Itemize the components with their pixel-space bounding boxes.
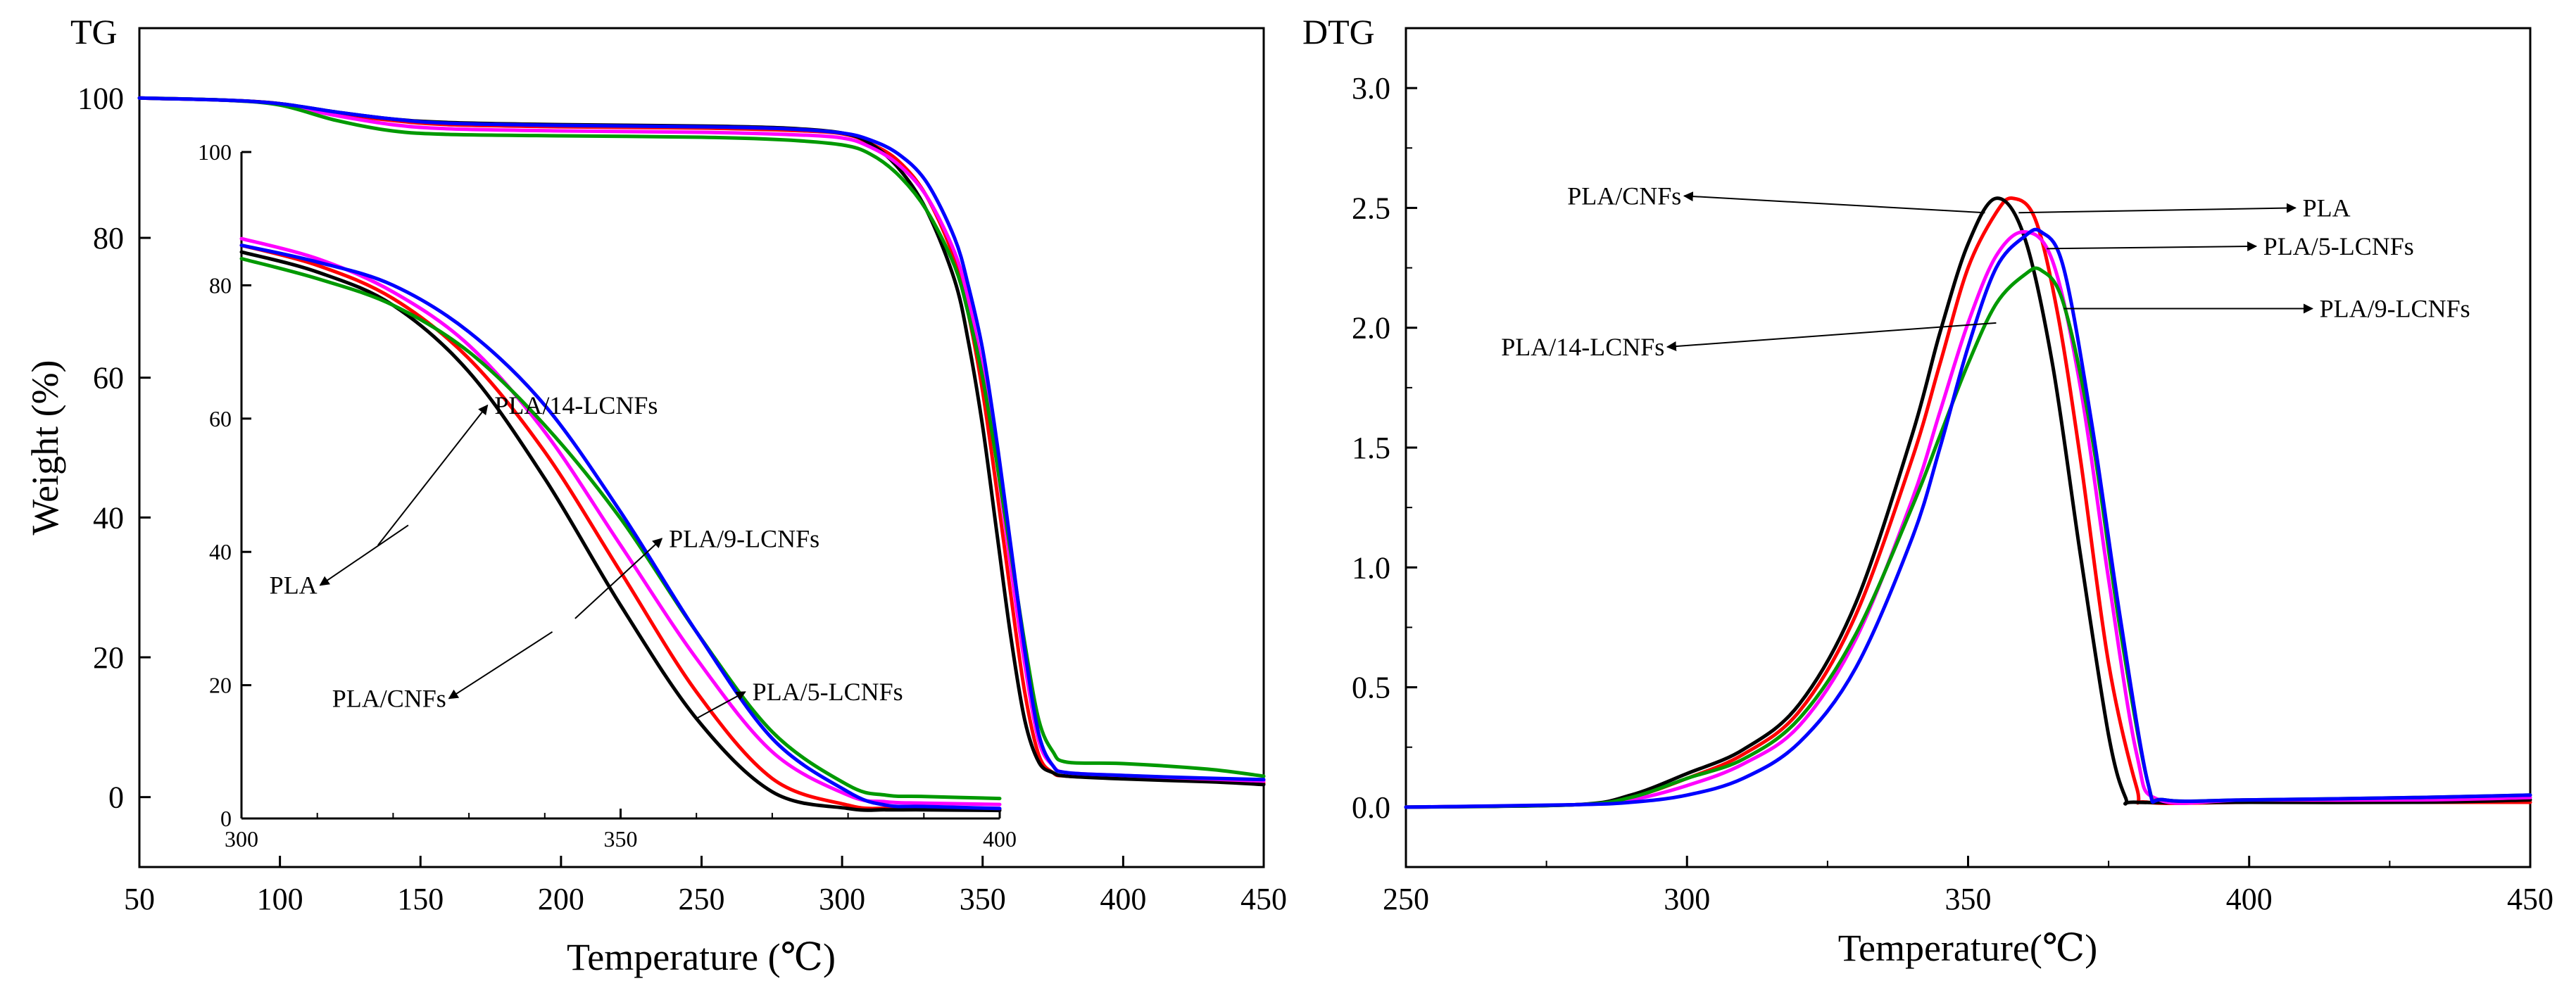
dtg-series-group (1404, 196, 2532, 809)
tg-x-tick-label: 250 (679, 882, 725, 916)
tg-x-tick-label: 50 (124, 882, 155, 916)
dtg-panel-label: DTG (1302, 12, 1375, 51)
tg-series-group (137, 96, 1266, 787)
tg-y-tick-label: 20 (93, 640, 124, 675)
tg-inset-line-pla-14-lcnfs (239, 243, 1002, 811)
dtg-x-tick-label: 450 (2507, 882, 2553, 916)
tg-inset-line-pla (239, 243, 1002, 811)
tg-inset-y-tick-label: 0 (220, 806, 232, 831)
tg-inset-y-tick-label: 100 (198, 139, 232, 165)
tg-inset-annotation-arrow-pla-5-lcnfs (696, 691, 746, 719)
tg-inset-line-pla-cnfs (239, 250, 1002, 813)
tg-y-tick-label: 60 (93, 361, 124, 396)
dtg-annotation-pla-5-lcnfs: PLA/5-LCNFs (2263, 232, 2414, 260)
tg-y-axis-title: Weight (%) (24, 360, 66, 535)
tg-x-tick-label: 400 (1100, 882, 1146, 916)
tg-inset-x-tick-label: 400 (983, 826, 1017, 852)
tg-inset-annotation-pla-14-lcnfs: PLA/14-LCNFs (494, 391, 658, 419)
tg-line-pla-cnfs (137, 96, 1266, 787)
dtg-y-tick-label: 3.0 (1352, 71, 1390, 106)
tg-inset-y-tick-label: 40 (209, 539, 232, 564)
tg-y-tick-label: 80 (93, 221, 124, 255)
tg-inset-annotation-arrow-pla-9-lcnfs (574, 538, 663, 619)
dtg-annotation-pla-14-lcnfs: PLA/14-LCNFs (1501, 333, 1664, 361)
tg-y-tick-label: 0 (108, 780, 124, 815)
tg-inset-x-tick-label: 300 (225, 826, 258, 852)
tg-y-tick-label: 100 (77, 81, 124, 115)
tg-inset-line-pla-5-lcnfs (239, 236, 1002, 807)
tg-inset-axis-ticks: 300 350 400 0 20 40 60 80 100 (198, 139, 1017, 852)
tg-x-tick-label: 100 (257, 882, 303, 916)
tg-chart-panel: TG 50 100 150 200 250 300 350 400 45002040608010… (24, 12, 1287, 978)
dtg-annotation-pla: PLA (2303, 194, 2351, 222)
tg-inset-annotation-arrow-pla-14-lcnfs (377, 404, 489, 546)
tg-inset-line-pla-9-lcnfs (239, 257, 1002, 801)
dtg-line-pla (1404, 196, 2532, 809)
dtg-x-axis-title: Temperature(℃) (1838, 927, 2097, 969)
tg-inset-series-group (239, 236, 1002, 813)
dtg-annotation-arrow-pla-5-lcnfs (2047, 241, 2258, 252)
tg-inset-annotation-arrow-pla (319, 524, 409, 586)
tg-line-pla-14-lcnfs (137, 96, 1266, 782)
tg-x-tick-label: 300 (819, 882, 865, 916)
tg-y-tick-label: 40 (93, 500, 124, 535)
tg-x-tick-label: 200 (538, 882, 584, 916)
dtg-line-pla-cnfs (1404, 196, 2532, 809)
tg-plot-frame (138, 27, 1265, 868)
tg-panel-label: TG (70, 12, 118, 51)
tg-x-tick-label: 450 (1240, 882, 1287, 916)
dtg-annotation-pla-9-lcnfs: PLA/9-LCNFs (2320, 294, 2470, 322)
dtg-chart-panel: DTG 250 300 350 400 450 0.0 0.5 1.0 1.5 2.0 2.5 3.0… (1302, 12, 2553, 969)
dtg-annotation-pla-cnfs: PLA/CNFs (1567, 182, 1681, 210)
dtg-annotation-arrow-pla (2018, 203, 2297, 214)
dtg-y-tick-label: 1.5 (1352, 431, 1390, 465)
tg-line-pla-5-lcnfs (137, 96, 1266, 783)
tg-inset-annotation-pla-cnfs: PLA/CNFs (332, 685, 446, 713)
dtg-annotations: PLA/CNFs PLA PLA/5-LCNFs PLA/9-LCNFs PLA/14-… (1501, 182, 2470, 361)
dtg-y-tick-label: 1.0 (1352, 550, 1390, 585)
dtg-annotation-arrow-pla-14-lcnfs (1666, 322, 1997, 352)
tg-inset-annotation-arrow-pla-cnfs (448, 631, 553, 700)
dtg-y-tick-label: 2.0 (1352, 311, 1390, 346)
dtg-x-tick-label: 300 (1664, 882, 1710, 916)
tg-line-pla-9-lcnfs (137, 96, 1266, 778)
tg-inset-y-tick-label: 80 (209, 272, 232, 298)
dtg-line-pla-14-lcnfs (1404, 227, 2532, 809)
tg-inset-y-tick-label: 60 (209, 406, 232, 431)
tg-inset-x-tick-label: 350 (604, 826, 638, 852)
tg-line-pla (137, 96, 1266, 785)
dtg-axis-ticks: 250 300 350 400 450 0.0 0.5 1.0 1.5 2.0 2.5 3.0 (1352, 71, 2553, 916)
dtg-y-tick-label: 0.0 (1352, 790, 1390, 825)
dtg-y-tick-label: 2.5 (1352, 191, 1390, 225)
dtg-x-tick-label: 350 (1945, 882, 1992, 916)
tg-inset-annotations: PLA/14-LCNFs PLA PLA/9-LCNFs PLA/CNFs PLA/5-… (270, 391, 903, 719)
tg-x-tick-label: 350 (960, 882, 1006, 916)
tg-inset-annotation-pla-9-lcnfs: PLA/9-LCNFs (669, 524, 819, 552)
tg-inset-annotation-pla-5-lcnfs: PLA/5-LCNFs (753, 678, 903, 706)
tg-inset-annotation-pla: PLA (270, 571, 318, 600)
tg-x-axis-title: Temperature (℃) (567, 936, 836, 978)
tg-inset-y-tick-label: 20 (209, 673, 232, 698)
dtg-x-tick-label: 250 (1383, 882, 1429, 916)
dtg-x-tick-label: 400 (2226, 882, 2273, 916)
dtg-annotation-arrow-pla-cnfs (1683, 191, 1985, 214)
dtg-plot-frame (1405, 27, 2532, 868)
dtg-y-tick-label: 0.5 (1352, 671, 1390, 705)
tg-x-tick-label: 150 (397, 882, 444, 916)
